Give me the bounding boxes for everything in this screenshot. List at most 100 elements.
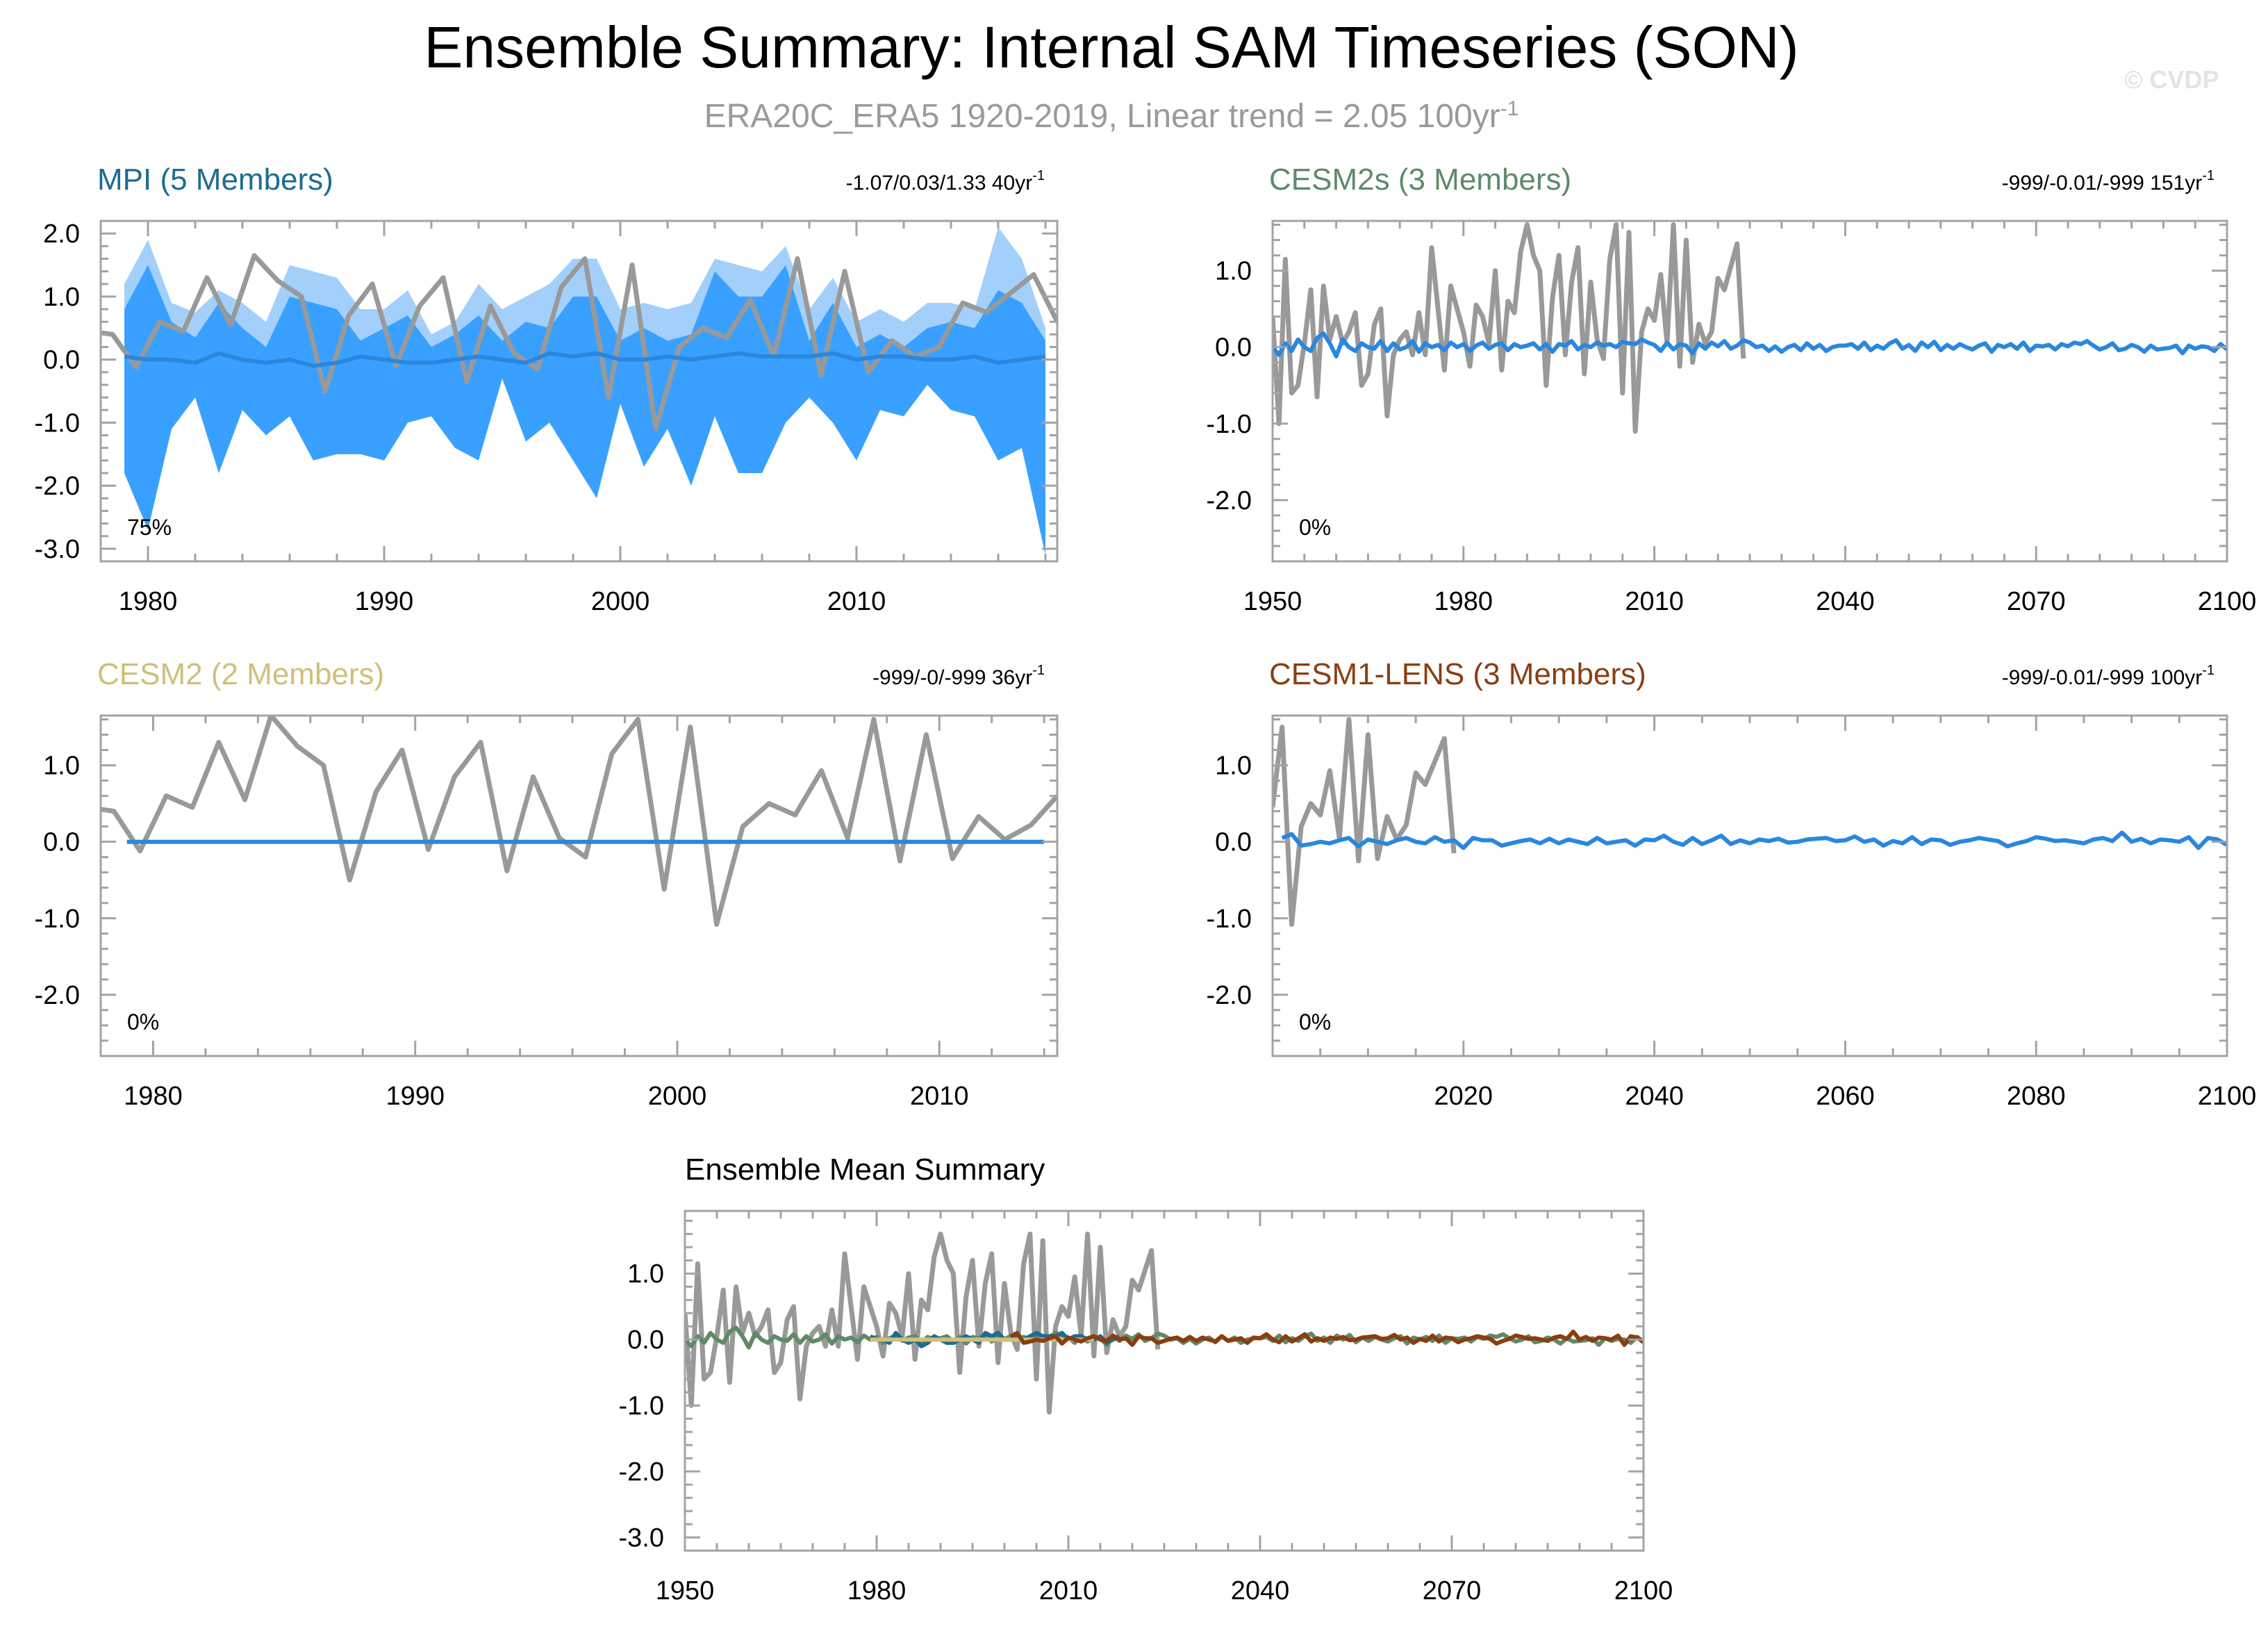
plot-area xyxy=(685,1231,1644,1415)
x-tick-label: 2040 xyxy=(1231,1576,1290,1606)
y-tick-label: -2.0 xyxy=(1207,486,1252,515)
panel-stats-text: -999/-0.01/-999 100yr xyxy=(2002,666,2203,689)
y-tick-label: -3.0 xyxy=(35,535,80,564)
x-tick-label: 1990 xyxy=(355,587,414,616)
panel-title: CESM2 (2 Members) xyxy=(97,657,384,691)
x-tick-label: 2070 xyxy=(2007,587,2066,616)
x-tick-label: 1980 xyxy=(1434,587,1493,616)
plot-area xyxy=(101,716,1057,927)
spread-inner-band xyxy=(124,265,1045,555)
panel-stats: -1.07/0.03/1.33 40yr-1 xyxy=(846,168,1045,195)
panel-stats: -999/-0/-999 36yr-1 xyxy=(872,663,1045,689)
panel-stats-text: -1.07/0.03/1.33 40yr xyxy=(846,172,1033,195)
plot-frame xyxy=(1271,714,2228,1057)
x-tick-label: 1980 xyxy=(847,1576,907,1606)
observed-line xyxy=(101,253,1057,431)
x-tick-label: 2010 xyxy=(1625,587,1684,616)
x-tick-label: 1990 xyxy=(386,1082,445,1111)
y-tick-label: 0.0 xyxy=(1215,828,1252,857)
panel-stats: -999/-0.01/-999 100yr-1 xyxy=(2002,663,2215,689)
figure-subtitle: ERA20C_ERA5 1920-2019, Linear trend = 2.… xyxy=(0,89,2223,137)
percent-label: 0% xyxy=(127,1009,159,1034)
observed-line xyxy=(1273,717,1457,927)
panel-title: Ensemble Mean Summary xyxy=(685,1153,1045,1187)
y-tick-label: 1.0 xyxy=(43,752,80,781)
y-tick-label: 1.0 xyxy=(1215,752,1252,781)
y-tick-label: -1.0 xyxy=(1207,905,1252,934)
x-tick-label: 2080 xyxy=(2007,1082,2066,1111)
ensemble-mean-line xyxy=(1281,830,2227,850)
y-tick-label: 1.0 xyxy=(627,1260,664,1289)
percent-label: 0% xyxy=(1299,515,1331,540)
x-tick-label: 2000 xyxy=(591,587,650,616)
plot-frame xyxy=(1271,220,2228,563)
x-tick-label: 2100 xyxy=(2198,587,2257,616)
x-tick-label: 2010 xyxy=(827,587,886,616)
x-tick-label: 2010 xyxy=(1039,1576,1098,1606)
plot-area xyxy=(101,227,1057,555)
x-tick-label: 2060 xyxy=(1816,1082,1875,1111)
panel-cesm2s: 1950 1980 2010 2040 2070 2100 1.0 0.0 -1.0 -2.0 CE… xyxy=(1207,163,2257,616)
x-tick-label: 2070 xyxy=(1423,1576,1482,1606)
y-tick-label: 0.0 xyxy=(627,1326,664,1355)
ensemble-mean-line xyxy=(1273,331,2227,358)
plot-area xyxy=(1273,717,2227,927)
panel-mpi: 1980 1990 2000 2010 2.0 1.0 0.0 -1.0 -2.0 -3.0 MPI… xyxy=(35,163,1059,616)
y-tick-label: -1.0 xyxy=(35,408,80,438)
panel-stats-text: -999/-0/-999 36yr xyxy=(872,666,1032,689)
y-tick-label: -2.0 xyxy=(35,981,80,1010)
y-tick-label: 1.0 xyxy=(43,283,80,312)
panel-stats-exponent: -1 xyxy=(2202,663,2215,678)
x-tick-label: 2000 xyxy=(648,1082,707,1111)
cvdp-watermark: © CVDP xyxy=(2124,65,2219,94)
subtitle-exponent: -1 xyxy=(1500,97,1519,120)
panel-stats-exponent: -1 xyxy=(2202,168,2215,183)
panel-cesm2: 1980 1990 2000 2010 1.0 0.0 -1.0 -2.0 CESM2 (2 M… xyxy=(35,657,1059,1111)
percent-label: 75% xyxy=(127,515,172,540)
panel-cesm1: 2020 2040 2060 2080 2100 1.0 0.0 -1.0 -2.0 CESM1-… xyxy=(1207,657,2257,1111)
y-tick-label: 0.0 xyxy=(1215,333,1252,363)
ensemble-mean-line xyxy=(124,351,1046,368)
x-tick-label: 2020 xyxy=(1434,1082,1493,1111)
y-tick-label: -2.0 xyxy=(619,1458,664,1487)
x-tick-label: 1950 xyxy=(1243,587,1302,616)
x-tick-label: 2100 xyxy=(1614,1576,1673,1606)
x-tick-label: 1980 xyxy=(119,587,178,616)
x-tick-label: 2040 xyxy=(1625,1082,1684,1111)
model-mean-line-cesm2s xyxy=(685,1326,1644,1350)
y-tick-label: 0.0 xyxy=(43,346,80,375)
panel-stats-text: -999/-0.01/-999 151yr xyxy=(2002,172,2203,195)
y-tick-label: 0.0 xyxy=(43,828,80,857)
panel-stats: -999/-0.01/-999 151yr-1 xyxy=(2002,168,2215,195)
panel-title: CESM1-LENS (3 Members) xyxy=(1269,657,1646,691)
figure-title: Ensemble Summary: Internal SAM Timeserie… xyxy=(424,15,1799,80)
panel-stats-exponent: -1 xyxy=(1032,663,1045,678)
y-tick-label: 2.0 xyxy=(43,220,80,249)
y-tick-label: -1.0 xyxy=(619,1392,664,1421)
x-tick-label: 2010 xyxy=(910,1082,969,1111)
panel-title: CESM2s (3 Members) xyxy=(1269,163,1571,197)
observed-line xyxy=(685,1231,1161,1415)
observed-line xyxy=(1273,222,1746,434)
panel-stats-exponent: -1 xyxy=(1032,168,1045,183)
panel-ensemble-mean: 1950 1980 2010 2040 2070 2100 1.0 0.0 -1.0 -2.0 -3… xyxy=(619,1153,1673,1606)
y-tick-label: -1.0 xyxy=(35,905,80,934)
model-mean-line-cesm1 xyxy=(1009,1329,1644,1347)
x-tick-label: 1950 xyxy=(656,1576,715,1606)
y-tick-label: 1.0 xyxy=(1215,257,1252,286)
plot-frame xyxy=(99,220,1059,563)
plot-frame xyxy=(684,1210,1645,1552)
y-tick-label: -2.0 xyxy=(35,472,80,501)
y-tick-label: -1.0 xyxy=(1207,410,1252,439)
percent-label: 0% xyxy=(1299,1009,1331,1034)
y-tick-label: -2.0 xyxy=(1207,981,1252,1010)
subtitle-text: ERA20C_ERA5 1920-2019, Linear trend = 2.… xyxy=(704,98,1500,135)
panel-title: MPI (5 Members) xyxy=(97,163,333,197)
y-tick-label: -3.0 xyxy=(619,1524,664,1553)
plot-area xyxy=(1273,222,2227,434)
x-tick-label: 2040 xyxy=(1816,587,1875,616)
x-tick-label: 1980 xyxy=(124,1082,183,1111)
plot-frame xyxy=(99,714,1059,1057)
observed-line xyxy=(101,716,1057,927)
